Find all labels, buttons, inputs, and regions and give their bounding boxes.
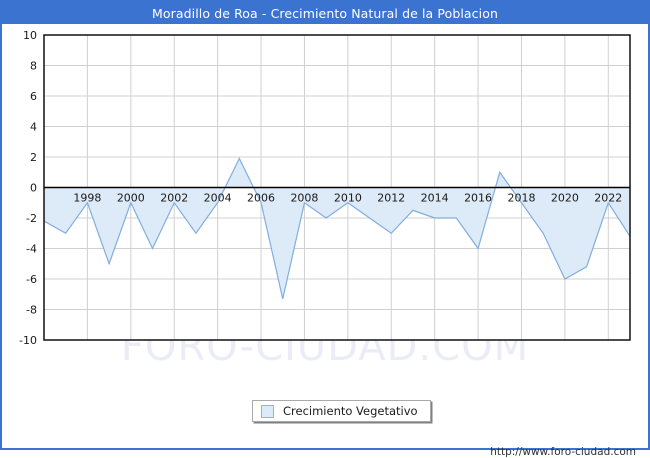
y-axis-tick-label: 2 (30, 151, 37, 164)
x-axis-tick-label: 2008 (290, 192, 318, 205)
x-axis-tick-label: 2016 (464, 192, 492, 205)
source-url: http://www.foro-ciudad.com (490, 446, 636, 458)
legend-square-icon (261, 404, 274, 418)
chart-region: FORO-CIUDAD.COM 10 8 6 4 2 0 -2 -4 -6 -8 -10 1998 20… (2, 24, 648, 458)
x-axis-tick-label: 2006 (247, 192, 275, 205)
y-axis-tick-label: 0 (30, 182, 37, 195)
y-axis-tick-label: 6 (30, 90, 37, 103)
y-axis-tick-label: -2 (26, 212, 37, 225)
x-axis-tick-label: 2004 (204, 192, 232, 205)
x-axis-tick-label: 2002 (160, 192, 188, 205)
population-growth-chart: 10 8 6 4 2 0 -2 -4 -6 -8 -10 1998 2000 2002 2004 2006 20… (19, 29, 631, 347)
chart-legend[interactable]: Crecimiento Vegetativo (252, 400, 431, 422)
y-axis-tick-label: 10 (23, 29, 37, 42)
x-axis-tick-label: 2010 (334, 192, 362, 205)
x-axis-tick-label: 2020 (551, 192, 579, 205)
series-area-crecimiento-vegetativo (44, 158, 630, 299)
y-axis-tick-label: 8 (30, 60, 37, 73)
series-line-crecimiento-vegetativo (43, 157, 631, 299)
y-axis-tick-label: -10 (19, 334, 37, 347)
y-axis-tick-label: -4 (26, 243, 37, 256)
y-axis-tick-label: -6 (26, 273, 37, 286)
y-axis-tick-label: -8 (26, 304, 37, 317)
x-axis-tick-label: 2000 (117, 192, 145, 205)
legend-label: Crecimiento Vegetativo (283, 404, 418, 418)
window-title-bar: Moradillo de Roa - Crecimiento Natural d… (2, 2, 648, 24)
x-axis-tick-label: 2012 (377, 192, 405, 205)
plot-frame (43, 34, 631, 341)
x-axis-tick-label: 1998 (73, 192, 101, 205)
x-axis-tick-label: 2018 (507, 192, 535, 205)
x-axis-tick-label: 2014 (421, 192, 449, 205)
y-axis-tick-label: 4 (30, 121, 37, 134)
page-title: Moradillo de Roa - Crecimiento Natural d… (151, 5, 498, 21)
x-axis-tick-label: 2022 (594, 192, 622, 205)
